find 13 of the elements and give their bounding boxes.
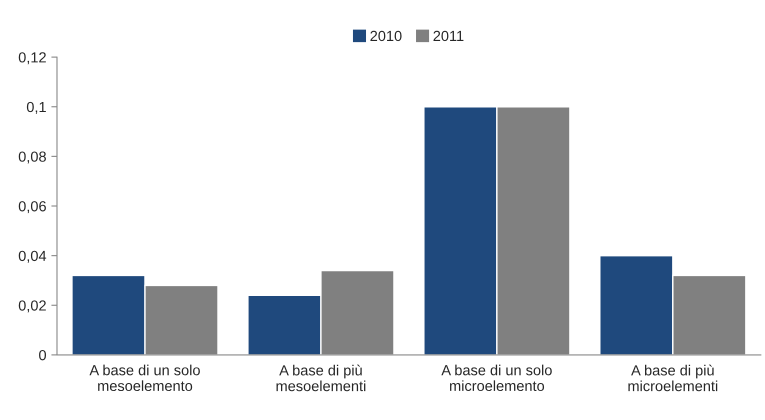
legend-label: 2010: [370, 30, 402, 42]
y-tick-label: 0,12: [18, 52, 46, 64]
y-tick-label: 0,08: [18, 151, 46, 164]
y-tick-label: 0,02: [18, 300, 46, 312]
x-tick-label: A base di più mesoelementi: [276, 364, 366, 392]
y-tick-label: 0,1: [26, 102, 46, 114]
x-tick-label: A base di un solo mesoelemento: [89, 364, 200, 392]
x-tick-label: A base di un solo microelemento: [441, 364, 552, 392]
y-tick-label: 0,04: [18, 250, 46, 263]
legend-label: 2011: [433, 30, 464, 42]
y-tick-label: 0,06: [18, 201, 46, 214]
x-tick-label: A base di più microelementi: [628, 364, 718, 392]
y-tick-label: 0: [39, 350, 46, 360]
